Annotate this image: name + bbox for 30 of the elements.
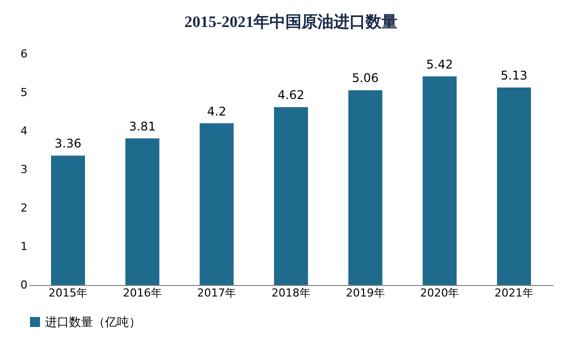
bar — [348, 90, 382, 285]
data-label: 5.13 — [500, 68, 528, 82]
bar — [422, 76, 457, 285]
y-tick-label: 0 — [20, 278, 28, 292]
x-tick-label: 2018年 — [272, 286, 310, 300]
data-label: 4.2 — [207, 104, 226, 118]
bar — [274, 107, 308, 285]
x-tick-label: 2017年 — [197, 286, 236, 300]
bar — [125, 138, 160, 285]
data-label: 3.81 — [128, 119, 156, 134]
x-tick-label: 2019年 — [346, 286, 385, 300]
y-tick-label: 5 — [20, 86, 28, 99]
y-tick-label: 1 — [20, 240, 28, 253]
data-label: 5.42 — [426, 57, 454, 72]
x-tick-label: 2020年 — [420, 286, 460, 300]
data-label: 4.62 — [278, 88, 304, 102]
y-tick-label: 2 — [20, 202, 28, 214]
y-tick-label: 4 — [20, 124, 28, 138]
bar — [496, 87, 531, 285]
bar — [200, 123, 234, 285]
data-label: 5.06 — [352, 71, 379, 86]
x-tick-label: 2015年 — [48, 286, 88, 300]
y-tick-label: 6 — [20, 48, 28, 60]
legend-label: 进口数量（亿吨） — [45, 315, 141, 329]
x-tick-label: 2016年 — [122, 286, 162, 300]
x-tick-label: 2021年 — [494, 286, 534, 300]
y-tick-label: 3 — [20, 163, 28, 176]
chart-title: 2015-2021年中国原油进口数量 — [184, 13, 398, 31]
data-label: 3.36 — [54, 136, 82, 151]
bar — [51, 156, 86, 285]
